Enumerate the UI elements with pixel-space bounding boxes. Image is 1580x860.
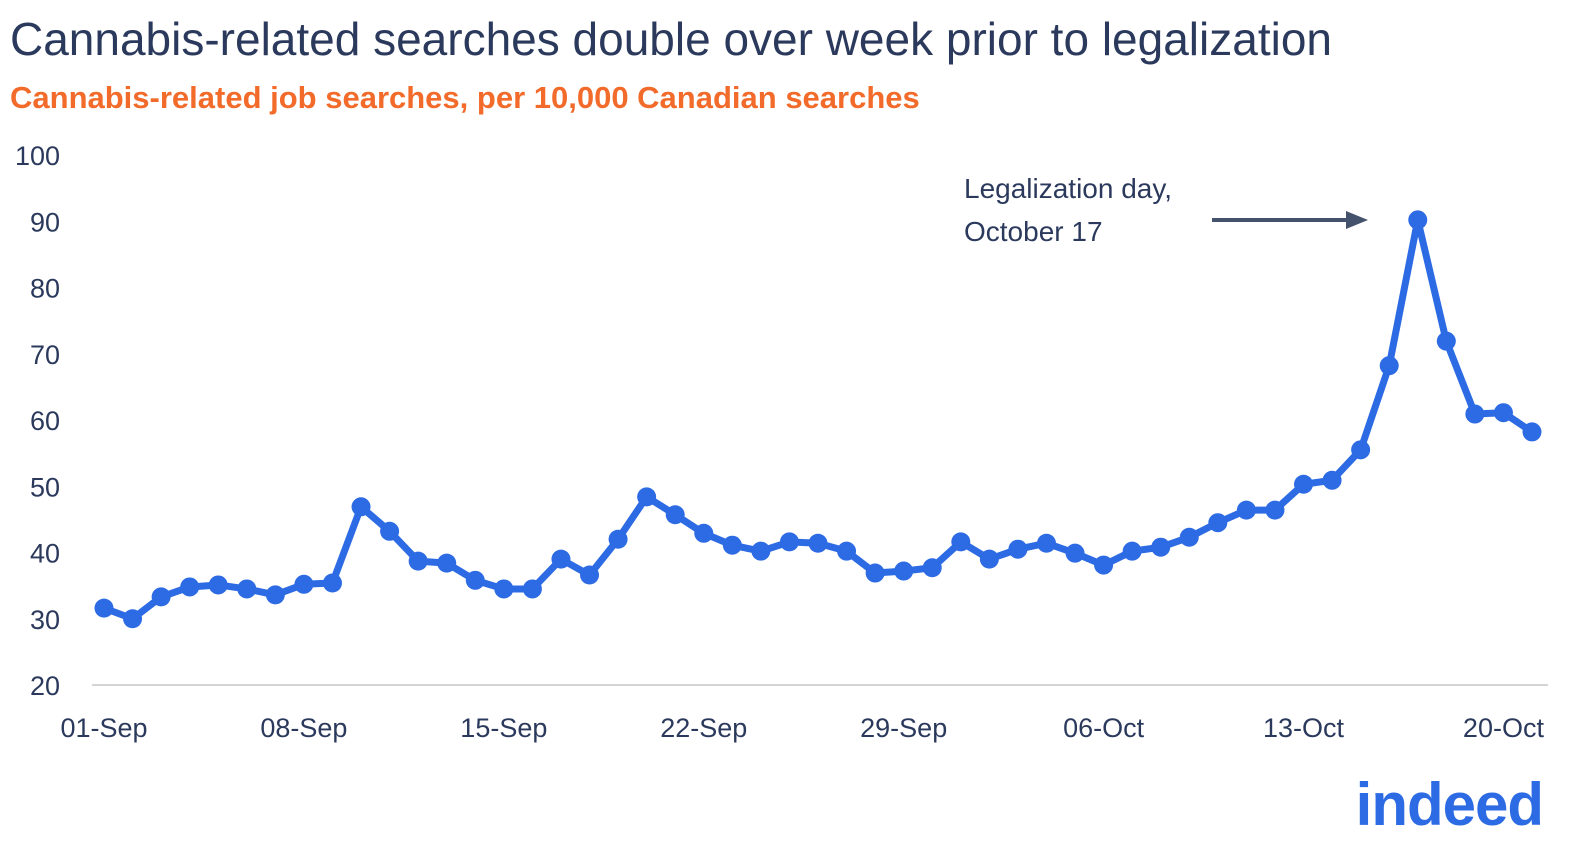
- y-tick-label: 90: [30, 207, 60, 237]
- x-axis: 01-Sep 08-Sep 15-Sep 22-Sep 29-Sep 06-Oct 13-O…: [60, 713, 1544, 743]
- data-point: [1179, 527, 1199, 547]
- data-point: [208, 575, 228, 595]
- data-point: [837, 541, 857, 561]
- y-tick-label: 60: [30, 406, 60, 436]
- data-point: [608, 529, 628, 549]
- data-point: [580, 565, 600, 585]
- data-point: [637, 487, 657, 507]
- data-point: [1151, 537, 1171, 557]
- data-point: [522, 579, 542, 599]
- data-point: [123, 609, 143, 629]
- data-point: [408, 551, 428, 571]
- x-tick-label: 06-Oct: [1063, 713, 1145, 743]
- y-axis: 20 30 40 50 60 70 80 90 100: [15, 141, 60, 701]
- annotation-arrow: [1212, 211, 1368, 229]
- logo-text: indeed: [1355, 771, 1544, 838]
- series-line: [94, 210, 1542, 629]
- data-point: [922, 558, 942, 578]
- data-point: [722, 535, 742, 555]
- x-tick-label: 08-Sep: [260, 713, 347, 743]
- x-tick-label: 29-Sep: [860, 713, 947, 743]
- data-point: [951, 532, 971, 552]
- data-point: [1008, 539, 1028, 559]
- data-point: [322, 573, 342, 593]
- data-point: [1322, 470, 1342, 490]
- y-tick-label: 80: [30, 274, 60, 304]
- data-point: [1236, 500, 1256, 520]
- data-point: [1493, 403, 1513, 423]
- data-point: [1522, 422, 1542, 442]
- data-point: [1094, 555, 1114, 575]
- chart-title: Cannabis-related searches double over we…: [10, 13, 1332, 65]
- x-tick-label: 22-Sep: [660, 713, 747, 743]
- x-tick-label: 15-Sep: [460, 713, 547, 743]
- y-tick-label: 30: [30, 605, 60, 635]
- data-point: [1065, 543, 1085, 563]
- data-point: [94, 598, 114, 618]
- data-point: [380, 521, 400, 541]
- data-point: [1436, 331, 1456, 351]
- indeed-logo: indeed: [1340, 770, 1544, 839]
- y-tick-label: 70: [30, 340, 60, 370]
- data-point: [1351, 440, 1371, 460]
- data-point: [665, 505, 685, 525]
- data-point: [465, 570, 485, 590]
- data-point: [751, 541, 771, 561]
- data-point: [979, 549, 999, 569]
- y-tick-label: 20: [30, 671, 60, 701]
- data-point: [865, 563, 885, 583]
- data-point: [437, 553, 457, 573]
- y-tick-label: 40: [30, 539, 60, 569]
- chart-subtitle: Cannabis-related job searches, per 10,00…: [10, 80, 920, 115]
- data-point: [1122, 541, 1142, 561]
- data-point: [151, 587, 171, 607]
- data-point: [1265, 500, 1285, 520]
- data-point: [779, 532, 799, 552]
- data-point: [237, 579, 257, 599]
- data-point: [494, 579, 514, 599]
- data-point: [1408, 210, 1428, 230]
- data-point: [1465, 404, 1485, 424]
- data-point: [1294, 474, 1314, 494]
- data-point: [1036, 533, 1056, 553]
- data-point: [1208, 513, 1228, 533]
- annotation-line-2: October 17: [964, 216, 1103, 247]
- data-point: [294, 574, 314, 594]
- data-point: [551, 549, 571, 569]
- series-path: [102, 216, 1534, 623]
- data-point: [180, 577, 200, 597]
- x-tick-label: 01-Sep: [60, 713, 147, 743]
- data-point: [1379, 356, 1399, 376]
- y-tick-label: 100: [15, 141, 60, 171]
- data-point: [894, 561, 914, 581]
- y-tick-label: 50: [30, 472, 60, 502]
- x-tick-label: 20-Oct: [1463, 713, 1545, 743]
- data-point: [351, 497, 371, 517]
- annotation-line-1: Legalization day,: [964, 173, 1172, 204]
- data-point: [694, 523, 714, 543]
- data-point: [265, 585, 285, 605]
- x-tick-label: 13-Oct: [1263, 713, 1345, 743]
- data-point: [808, 533, 828, 553]
